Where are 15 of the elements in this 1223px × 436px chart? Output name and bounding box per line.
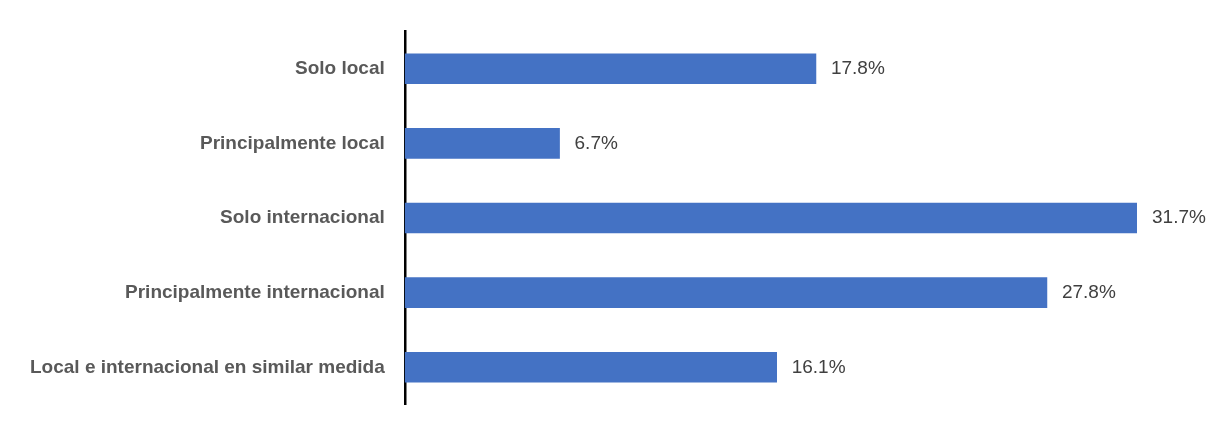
data-label: 31.7%: [1152, 206, 1206, 228]
data-label: 17.8%: [830, 56, 885, 78]
y-tick-label: Principalmente internacional: [125, 280, 385, 302]
data-label: 6.7%: [574, 131, 618, 153]
data-label: 27.8%: [1061, 280, 1116, 302]
y-tick-label: Solo internacional: [220, 206, 385, 228]
bar: [404, 351, 777, 383]
data-label: 16.1%: [791, 355, 846, 377]
bar: [404, 53, 817, 85]
y-tick-label: Local e internacional en similar medida: [29, 355, 386, 377]
bar: [404, 128, 560, 159]
y-tick-label: Solo local: [295, 56, 385, 78]
y-tick-label: Principalmente local: [199, 131, 385, 153]
bar: [404, 202, 1137, 234]
bar: [404, 277, 1048, 308]
